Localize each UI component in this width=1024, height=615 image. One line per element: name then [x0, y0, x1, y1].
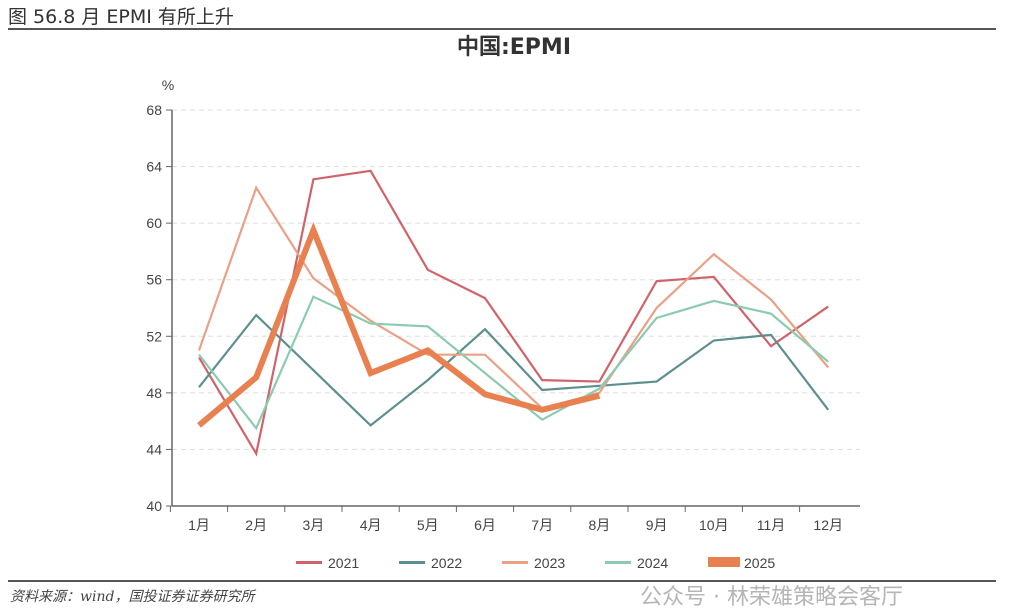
bottom-divider	[8, 580, 996, 582]
x-tick-label: 4月	[360, 517, 382, 533]
legend-swatch-2021	[296, 561, 322, 564]
top-divider	[8, 28, 996, 30]
y-tick-label: 44	[146, 441, 162, 457]
series-line-2025	[197, 222, 601, 428]
legend-label-2021: 2021	[328, 555, 359, 571]
legend-label-2022: 2022	[431, 555, 462, 571]
legend-swatch-2025	[708, 557, 740, 567]
x-tick-label: 12月	[813, 517, 843, 533]
series-line-2024	[198, 295, 829, 431]
y-axis-unit: %	[162, 77, 174, 93]
y-tick-label: 40	[146, 498, 162, 514]
legend-swatch-2023	[502, 561, 528, 564]
x-tick-label: 5月	[417, 517, 439, 533]
legend-label-2025: 2025	[744, 555, 775, 571]
x-tick-label: 10月	[699, 517, 729, 533]
y-tick-label: 48	[146, 385, 162, 401]
x-tick-label: 6月	[474, 517, 496, 533]
y-tick-label: 56	[146, 272, 162, 288]
legend-label-2023: 2023	[534, 555, 565, 571]
x-tick-label: 1月	[188, 517, 210, 533]
y-tick-label: 60	[146, 215, 162, 231]
y-tick-label: 68	[146, 102, 162, 118]
figure-title: 图 56.8 月 EPMI 有所上升	[8, 6, 234, 28]
series-line-2023	[197, 185, 830, 410]
x-tick-label: 8月	[589, 517, 611, 533]
legend-label-2024: 2024	[637, 555, 668, 571]
legend-swatch-2022	[399, 561, 425, 564]
x-tick-label: 2月	[245, 517, 267, 533]
source-note: 资料来源：wind，国投证券证券研究所	[10, 589, 255, 605]
x-tick-label: 9月	[646, 517, 668, 533]
series-line-2022	[198, 313, 830, 427]
y-tick-label: 52	[146, 328, 162, 344]
x-tick-label: 11月	[757, 517, 786, 533]
x-tick-label: 7月	[531, 517, 553, 533]
chart-title: 中国:EPMI	[457, 35, 571, 60]
watermark: 公众号 · 林荣雄策略会客厅	[640, 585, 903, 610]
x-tick-label: 3月	[303, 517, 325, 533]
series-line-2021	[198, 169, 829, 457]
y-tick-label: 64	[146, 159, 162, 175]
legend-swatch-2024	[605, 561, 631, 564]
